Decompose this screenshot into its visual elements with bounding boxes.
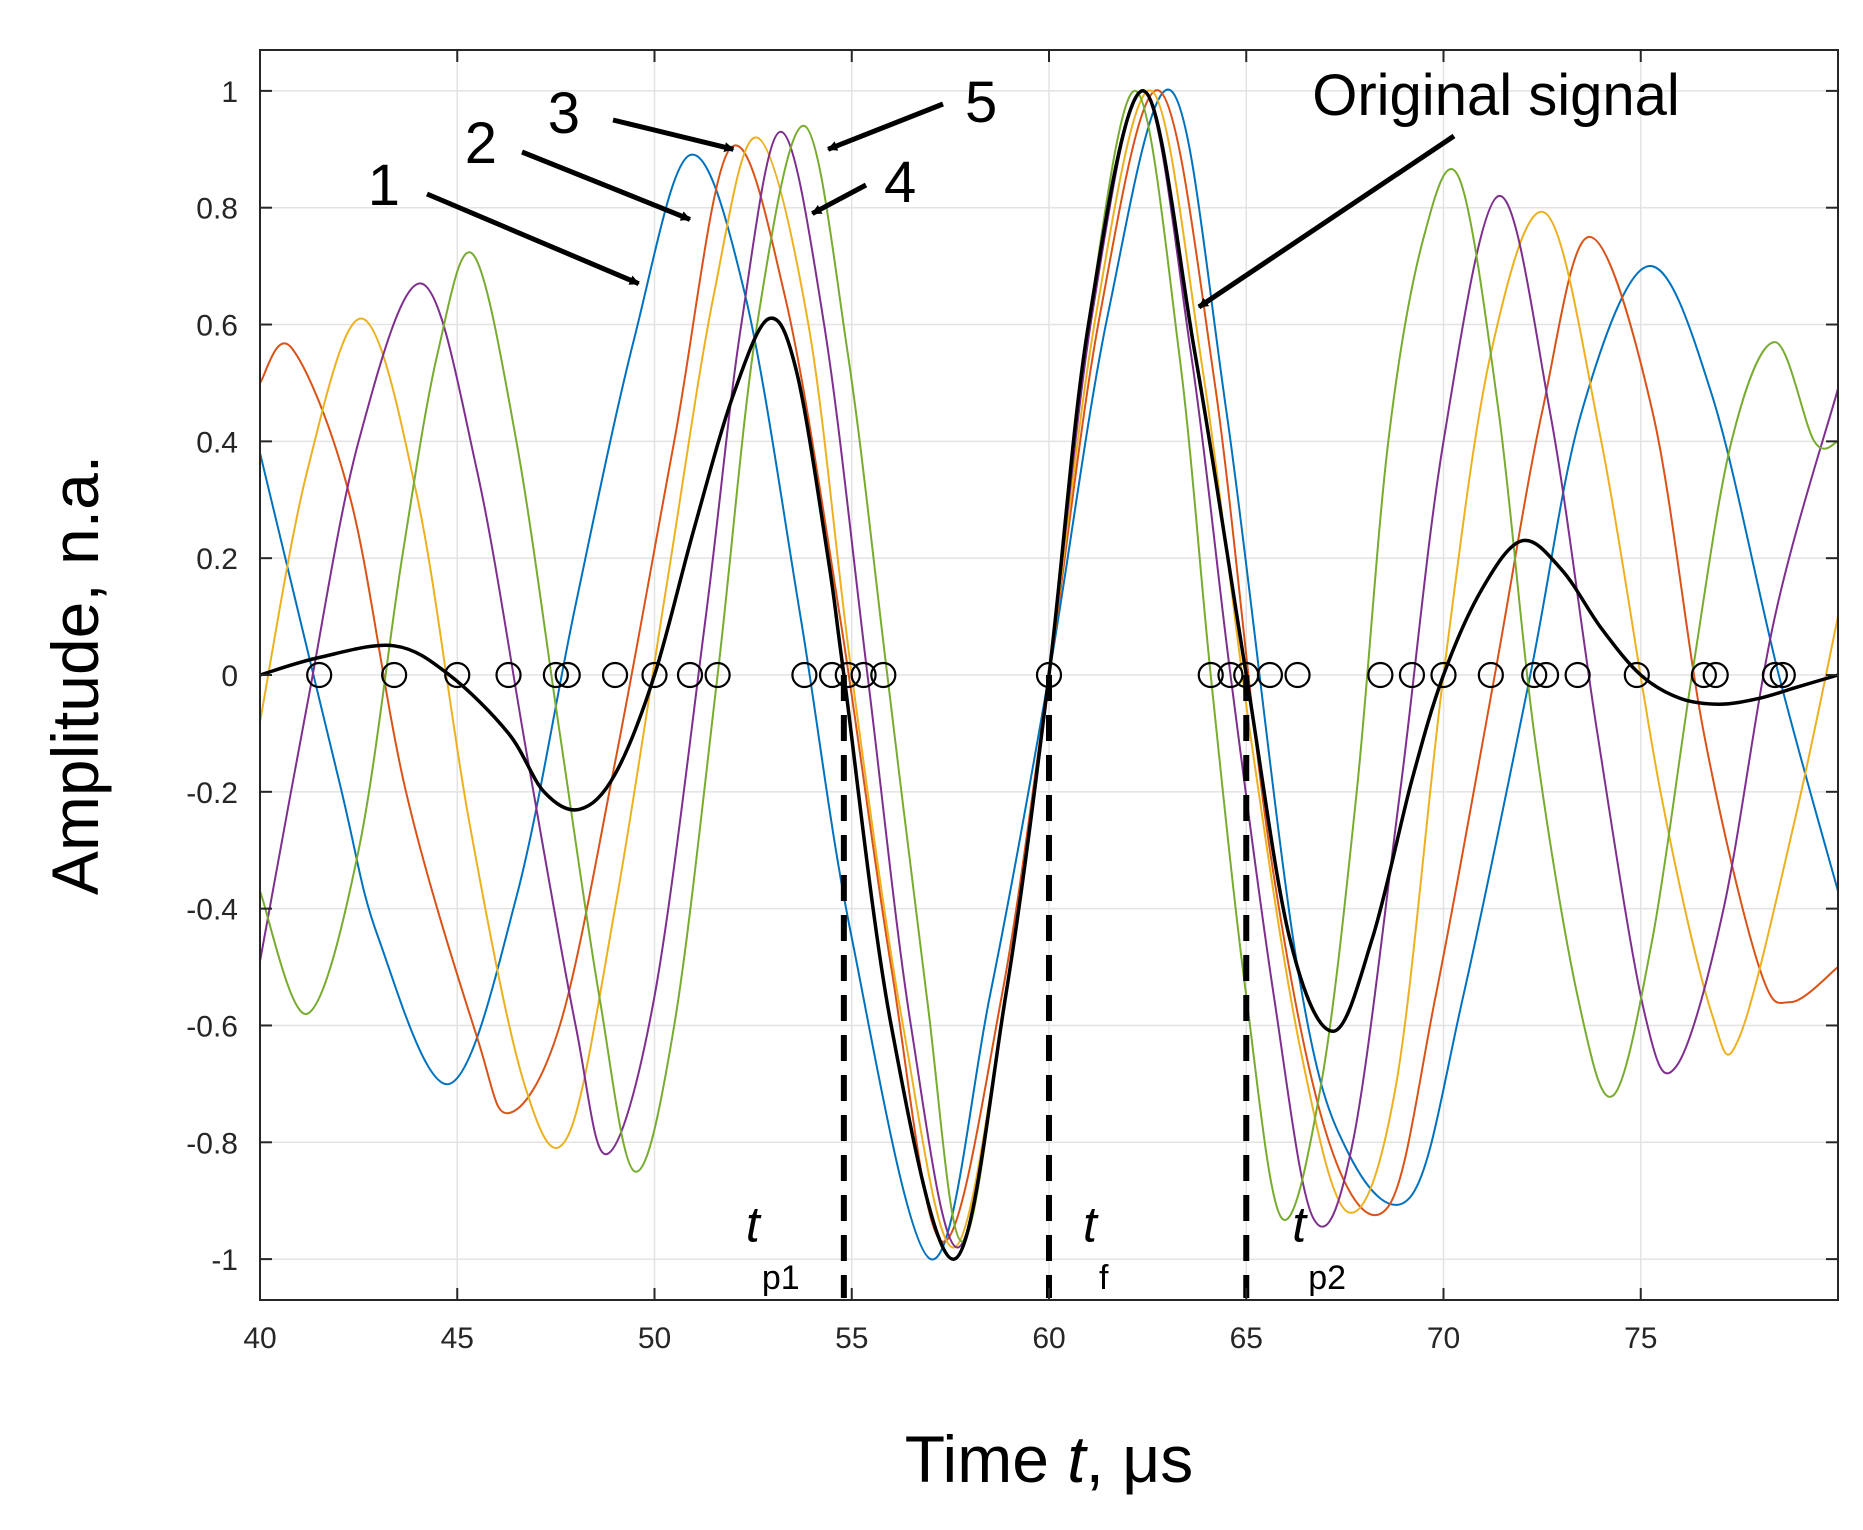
annotation-arrow-series-3 [612,117,735,153]
x-tick-label: 65 [1230,1322,1263,1355]
zero-crossing-marker [1284,661,1311,689]
y-tick-label: -1 [211,1244,238,1277]
zero-crossing-marker [818,661,846,689]
x-tick-label: 55 [835,1322,868,1355]
annotation-arrow-series-5 [827,101,944,152]
y-tick-label: 0.6 [196,310,238,343]
zero-crossing-marker [306,661,333,689]
x-axis-label: Time t, μs [905,1422,1194,1496]
vline-label-t-p1: t [746,1197,762,1253]
zero-crossing-marker [704,661,731,689]
zero-crossing-marker [1532,661,1560,689]
tick-layer: 40 45 50 55 60 65 70 75 -1 -0.8 -0.6 -0.4 -0.2 0 0.2 0.… [186,50,1838,1355]
zero-crossing-marker [870,661,897,689]
x-tick-label: 60 [1032,1322,1065,1355]
zero-crossing-marker [1477,661,1504,689]
annotation-label-series-3: 3 [548,81,580,146]
x-tick-label: 50 [638,1322,671,1355]
zero-crossing-marker [1197,661,1224,689]
zero-crossing-marker [542,661,569,689]
y-tick-label: 1 [221,76,238,109]
x-tick-label: 75 [1624,1322,1657,1355]
vline-label-t-f: t [1083,1197,1099,1253]
zero-crossing-marker [1564,661,1591,689]
annotation-label-series-5: 5 [965,70,997,135]
zero-crossing-marker [1430,661,1457,689]
vline-label-t-p2: t [1292,1197,1308,1253]
series-original-signal [259,89,1839,1261]
zero-crossing-marker [1217,661,1244,689]
x-tick-label: 45 [441,1322,474,1355]
y-tick-label: -0.2 [186,777,238,810]
zero-crossing-marker [1035,661,1063,689]
zero-crossing-marker [676,661,704,689]
marker-layer [306,661,1796,689]
zero-crossing-marker [1702,661,1729,689]
zero-crossing-marker [834,661,861,689]
vline-sub-t-f: f [1099,1259,1109,1297]
y-tick-label: 0.2 [196,543,238,576]
annotation-label-original-signal: Original signal [1312,63,1680,128]
y-tick-label: 0.8 [196,193,238,226]
y-axis-label: Amplitude, n.a. [38,455,112,895]
zero-crossing-marker [1256,661,1284,689]
y-tick-label: 0 [221,660,238,693]
annotation-arrow-original-signal [1197,133,1456,310]
zero-crossing-marker [1690,661,1717,689]
zero-crossing-marker [1398,661,1426,689]
annotation-arrow-series-2 [521,149,691,222]
annotation-label-series-2: 2 [465,111,497,176]
zero-crossing-marker [1367,661,1394,689]
zero-crossing-marker [641,661,668,689]
zero-crossing-marker [1761,661,1788,689]
zero-crossing-marker [1769,661,1796,689]
annotation-layer: 12 3 45 Original signal [368,63,1680,310]
x-tick-label: 40 [243,1322,276,1355]
zero-crossing-marker [791,661,818,689]
zero-crossing-marker [381,661,408,689]
zero-crossing-marker [554,661,581,689]
zero-crossing-marker [1623,661,1650,689]
zero-crossing-marker [601,661,629,689]
zero-crossing-marker [850,661,877,689]
y-tick-label: -0.6 [186,1010,238,1043]
zero-crossing-marker [495,661,522,689]
zero-crossing-marker [444,661,471,689]
y-tick-label: -0.8 [186,1127,238,1160]
zero-crossing-marker [1521,661,1548,689]
x-tick-label: 70 [1427,1322,1460,1355]
y-tick-label: -0.4 [186,894,238,927]
annotation-arrow-series-4 [811,182,868,216]
y-tick-label: 0.4 [196,426,238,459]
annotation-label-series-4: 4 [884,150,916,215]
annotation-label-series-1: 1 [368,153,400,218]
vline-sub-t-p2: p2 [1308,1259,1346,1297]
vline-sub-t-p1: p1 [762,1259,800,1297]
annotation-arrow-series-1 [426,191,640,286]
series-layer [259,88,1839,1261]
